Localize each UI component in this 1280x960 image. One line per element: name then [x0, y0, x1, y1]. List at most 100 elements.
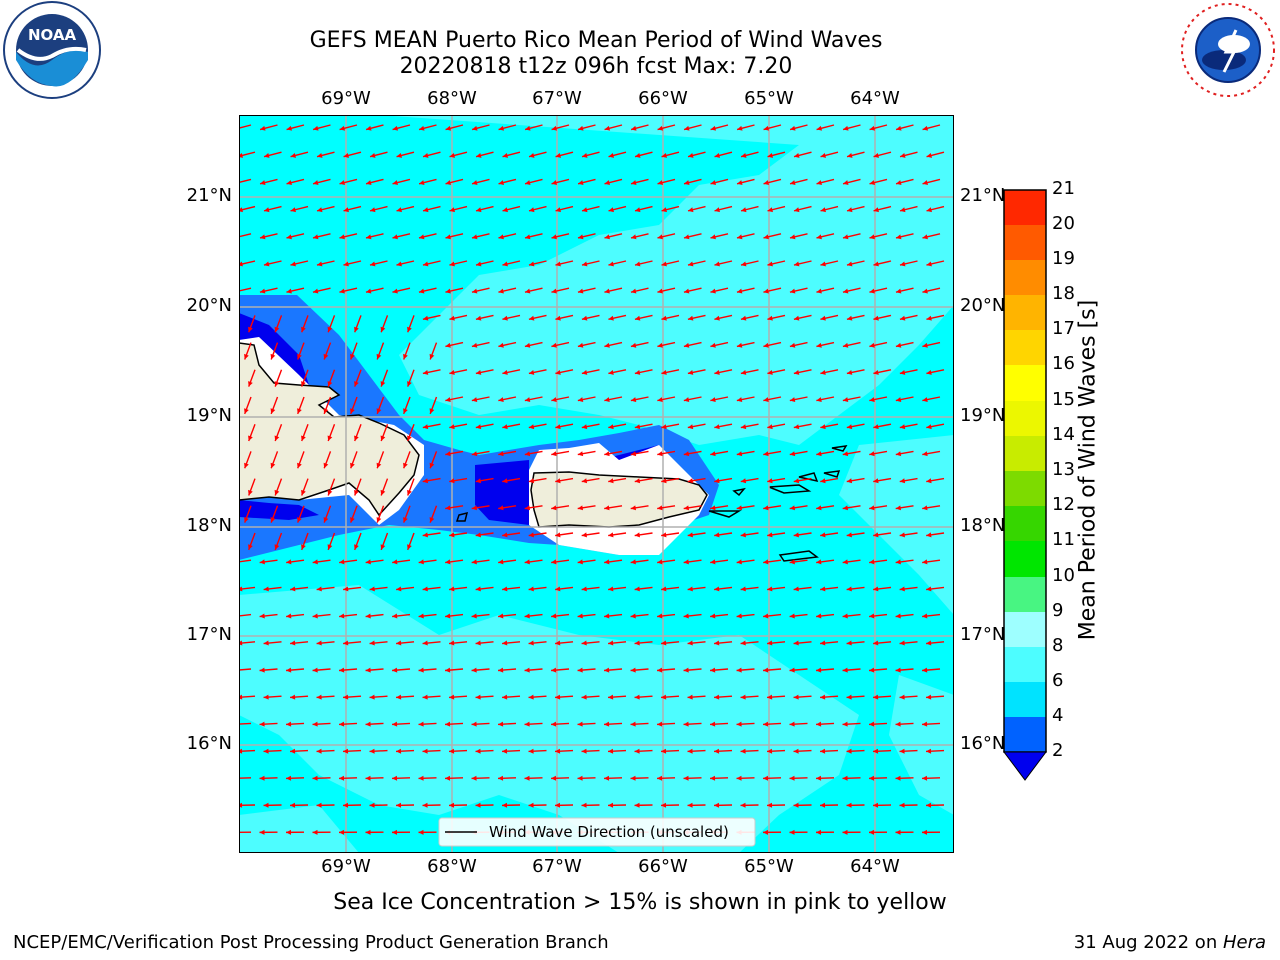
wave-direction-arrow — [290, 205, 309, 213]
wave-direction-arrow — [577, 396, 596, 403]
colorbar-segment — [1004, 365, 1046, 401]
y-tick-label-left: 17°N — [186, 624, 232, 645]
wave-direction-arrow — [528, 586, 547, 592]
wave-direction-arrow — [422, 694, 441, 700]
wave-direction-arrow — [403, 505, 411, 523]
colorbar-segment — [1004, 612, 1046, 647]
wave-direction-arrow — [555, 586, 574, 592]
wave-direction-arrow — [868, 829, 888, 835]
wave-direction-arrow — [502, 205, 521, 213]
wave-direction-arrow — [551, 450, 570, 457]
wave-direction-arrow — [608, 586, 627, 592]
wave-direction-arrow — [926, 205, 945, 213]
colorbar-tick-label: 8 — [1052, 635, 1064, 656]
wave-direction-arrow — [316, 260, 335, 267]
wave-direction-arrow — [259, 559, 278, 565]
wave-direction-arrow — [789, 667, 808, 673]
wave-direction-arrow — [820, 640, 839, 646]
wave-direction-arrow — [354, 532, 362, 551]
wave-direction-arrow — [660, 748, 680, 754]
wave-direction-arrow — [524, 721, 543, 727]
wave-direction-arrow — [259, 613, 278, 619]
wave-direction-arrow — [630, 613, 649, 619]
wave-direction-arrow — [710, 450, 729, 457]
y-tick-label-left: 20°N — [186, 295, 232, 316]
y-tick-label-left: 18°N — [186, 515, 232, 536]
x-tick-label-bottom: 66°W — [638, 856, 688, 877]
wave-direction-arrow — [354, 315, 362, 333]
wave-direction-arrow — [793, 151, 812, 158]
wave-direction-arrow — [312, 613, 331, 619]
wave-direction-arrow — [528, 477, 547, 484]
wave-direction-arrow — [713, 748, 733, 754]
wave-direction-arrow — [448, 748, 468, 754]
wave-direction-arrow — [899, 205, 918, 213]
wave-direction-arrow — [683, 396, 702, 403]
footer-host: Hera — [1222, 932, 1266, 953]
wave-direction-arrow — [498, 178, 517, 185]
wave-direction-arrow — [339, 287, 358, 294]
wave-direction-arrow — [475, 586, 494, 592]
wave-direction-arrow — [528, 694, 547, 700]
wave-direction-arrow — [259, 287, 278, 294]
wave-direction-arrow — [365, 559, 384, 565]
wave-direction-arrow — [422, 532, 441, 538]
wave-direction-arrow — [661, 205, 680, 213]
wave-direction-arrow — [263, 205, 282, 213]
colorbar-segment — [1004, 225, 1046, 260]
wave-direction-arrow — [396, 640, 415, 646]
wave-direction-arrow — [740, 477, 759, 484]
wave-direction-arrow — [448, 802, 468, 808]
wave-direction-arrow — [607, 802, 627, 808]
wave-direction-arrow — [793, 260, 812, 267]
colorbar-tick-label: 20 — [1052, 213, 1075, 234]
wave-direction-arrow — [634, 532, 653, 538]
wave-direction-arrow — [285, 829, 305, 835]
wave-direction-arrow — [763, 287, 782, 294]
wave-direction-arrow — [869, 178, 888, 185]
wave-direction-arrow — [365, 667, 384, 673]
wave-direction-arrow — [528, 260, 547, 267]
wave-direction-arrow — [630, 505, 649, 511]
wave-direction-arrow — [392, 233, 411, 240]
wave-direction-arrow — [581, 423, 600, 430]
wave-direction-arrow — [471, 233, 490, 240]
wave-direction-arrow — [327, 532, 336, 551]
wave-direction-arrow — [312, 178, 331, 185]
wave-direction-arrow — [793, 802, 812, 808]
x-tick-label-bottom: 67°W — [532, 856, 582, 877]
wave-direction-arrow — [445, 505, 464, 511]
wave-direction-arrow — [895, 396, 914, 403]
wave-direction-arrow — [286, 178, 305, 185]
wave-direction-arrow — [895, 559, 914, 565]
wave-direction-arrow — [392, 667, 411, 673]
wave-direction-arrow — [869, 450, 888, 457]
wave-direction-arrow — [816, 178, 835, 185]
wave-direction-arrow — [369, 802, 388, 808]
wave-direction-arrow — [376, 505, 385, 523]
wave-direction-arrow — [714, 260, 733, 267]
wave-direction-arrow — [581, 694, 600, 700]
wave-direction-arrow — [445, 233, 464, 240]
wave-direction-arrow — [297, 451, 305, 469]
wave-direction-arrow — [873, 423, 892, 430]
wave-direction-arrow — [657, 559, 676, 565]
wave-direction-arrow — [475, 314, 494, 321]
wave-direction-arrow — [740, 748, 759, 754]
wave-direction-arrow — [239, 287, 252, 292]
wave-direction-arrow — [656, 775, 676, 781]
wave-direction-arrow — [873, 205, 892, 213]
wave-direction-arrow — [634, 586, 653, 592]
wave-direction-arrow — [550, 721, 570, 727]
wave-direction-arrow — [661, 640, 680, 646]
wave-direction-arrow — [323, 342, 332, 360]
wave-direction-arrow — [524, 287, 543, 294]
wave-direction-arrow — [842, 829, 861, 835]
wave-direction-arrow — [630, 559, 649, 565]
wave-direction-arrow — [630, 667, 649, 673]
wave-direction-arrow — [403, 451, 411, 469]
wave-direction-arrow — [555, 532, 574, 538]
wave-direction-arrow — [392, 124, 411, 131]
wave-direction-arrow — [922, 450, 941, 457]
wave-direction-arrow — [290, 151, 309, 158]
